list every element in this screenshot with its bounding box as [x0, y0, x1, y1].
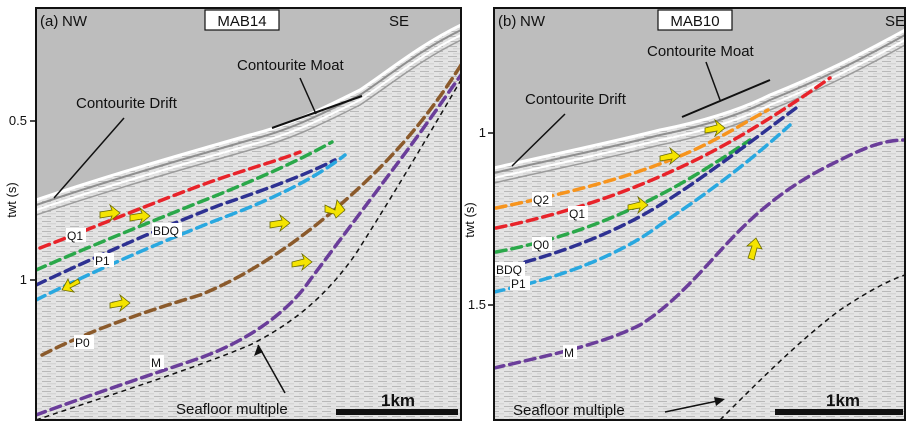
panel-b-left-direction: NW: [520, 13, 546, 30]
panel-b-horizon-bdq: [494, 103, 802, 272]
panel-b-label-q2: Q2: [533, 193, 549, 207]
panel-b-right-direction: SE: [885, 13, 905, 30]
panel-b-moat-leader: [705, 61, 721, 101]
panel-b-label-bdq: BDQ: [496, 263, 522, 277]
panel-a-horizon-p0: [40, 63, 461, 357]
panel-b-label-m: M: [564, 346, 574, 360]
panel-a-label-q1: Q1: [67, 229, 83, 243]
panel-b-line-name: MAB10: [670, 13, 719, 30]
panel-b-horizon-q1: [494, 76, 832, 230]
panel-b-water-column: [494, 8, 905, 168]
panel-b-drift-label: Contourite Drift: [525, 91, 627, 108]
panel-a-onlap-arrows: [61, 199, 346, 313]
panel-a-scale-label: 1km: [381, 391, 415, 410]
panel-b-onlap-arrows: [627, 118, 763, 261]
panel-b-multiple-label: Seafloor multiple: [513, 402, 625, 419]
panel-b-label-q1: Q1: [569, 207, 585, 221]
panel-a-multiple-arrowhead: [254, 345, 263, 356]
panel-a-multiple-leader: [257, 344, 286, 394]
panel-a-water-column: [36, 8, 461, 200]
panel-a-letter: (a): [40, 13, 58, 30]
panel-b-horizon-m: [494, 138, 905, 370]
panel-a-y-axis-label: twt (s): [4, 182, 19, 217]
panel-a-left-direction: NW: [62, 13, 88, 30]
panel-a-tick-label-1: 1: [20, 272, 27, 287]
panel-a-right-direction: SE: [389, 13, 409, 30]
panel-b-label-p1: P1: [511, 277, 526, 291]
panel-b-frame: [493, 7, 906, 421]
panel-b-multiple-leader: [664, 399, 723, 413]
panel-b-moat-line: [681, 79, 771, 118]
panel-b-letter: (b): [498, 13, 516, 30]
panel-b-multiple-arrowhead: [714, 397, 725, 406]
panel-b-moat-label: Contourite Moat: [647, 43, 755, 60]
panel-a-horizon-m: [36, 73, 461, 417]
panel-a-drift-label: Contourite Drift: [76, 95, 178, 112]
panel-a-scale-bar: [336, 409, 458, 415]
panel-b-drift-leader: [511, 113, 566, 167]
panel-a-label-p1: P1: [95, 254, 110, 268]
panel-a-horizon-p1: [36, 153, 347, 302]
panel-b-scale-bar: [775, 409, 903, 415]
panel-a-line-name: MAB14: [217, 13, 266, 30]
panel-a-horizon-q1: [38, 150, 302, 250]
panel-b-tick-label-1: 1.5: [468, 297, 486, 312]
panel-a-frame: [35, 7, 462, 421]
panel-a-label-bdq: BDQ: [153, 224, 179, 238]
panel-a: (a) NW MAB14 SE Contourite Moat Contouri…: [4, 7, 462, 421]
panel-a-horizon-green: [36, 140, 334, 272]
panel-b-label-q0: Q0: [533, 238, 549, 252]
panel-b-y-axis-label: twt (s): [462, 202, 477, 237]
panel-b-tick-label-0: 1: [479, 125, 486, 140]
panel-a-line-name-box: [204, 9, 280, 31]
panel-a-moat-label: Contourite Moat: [237, 57, 345, 74]
panel-b-horizon-p1: [494, 123, 792, 294]
panel-a-multiple-label: Seafloor multiple: [176, 401, 288, 418]
panel-a-drift-leader: [53, 117, 125, 199]
panel-a-moat-line: [271, 95, 363, 129]
panel-a-tick-label-0: 0.5: [9, 113, 27, 128]
panel-b-line-name-box: [657, 9, 733, 31]
panel-a-moat-leader: [299, 77, 317, 115]
panel-b-scale-label: 1km: [826, 391, 860, 410]
panel-a-label-p0: P0: [75, 336, 90, 350]
panel-b: (b) NW MAB10 SE Contourite Moat Contouri…: [462, 7, 906, 421]
panel-a-horizon-bdq: [36, 158, 337, 287]
panel-a-label-m: M: [151, 356, 161, 370]
